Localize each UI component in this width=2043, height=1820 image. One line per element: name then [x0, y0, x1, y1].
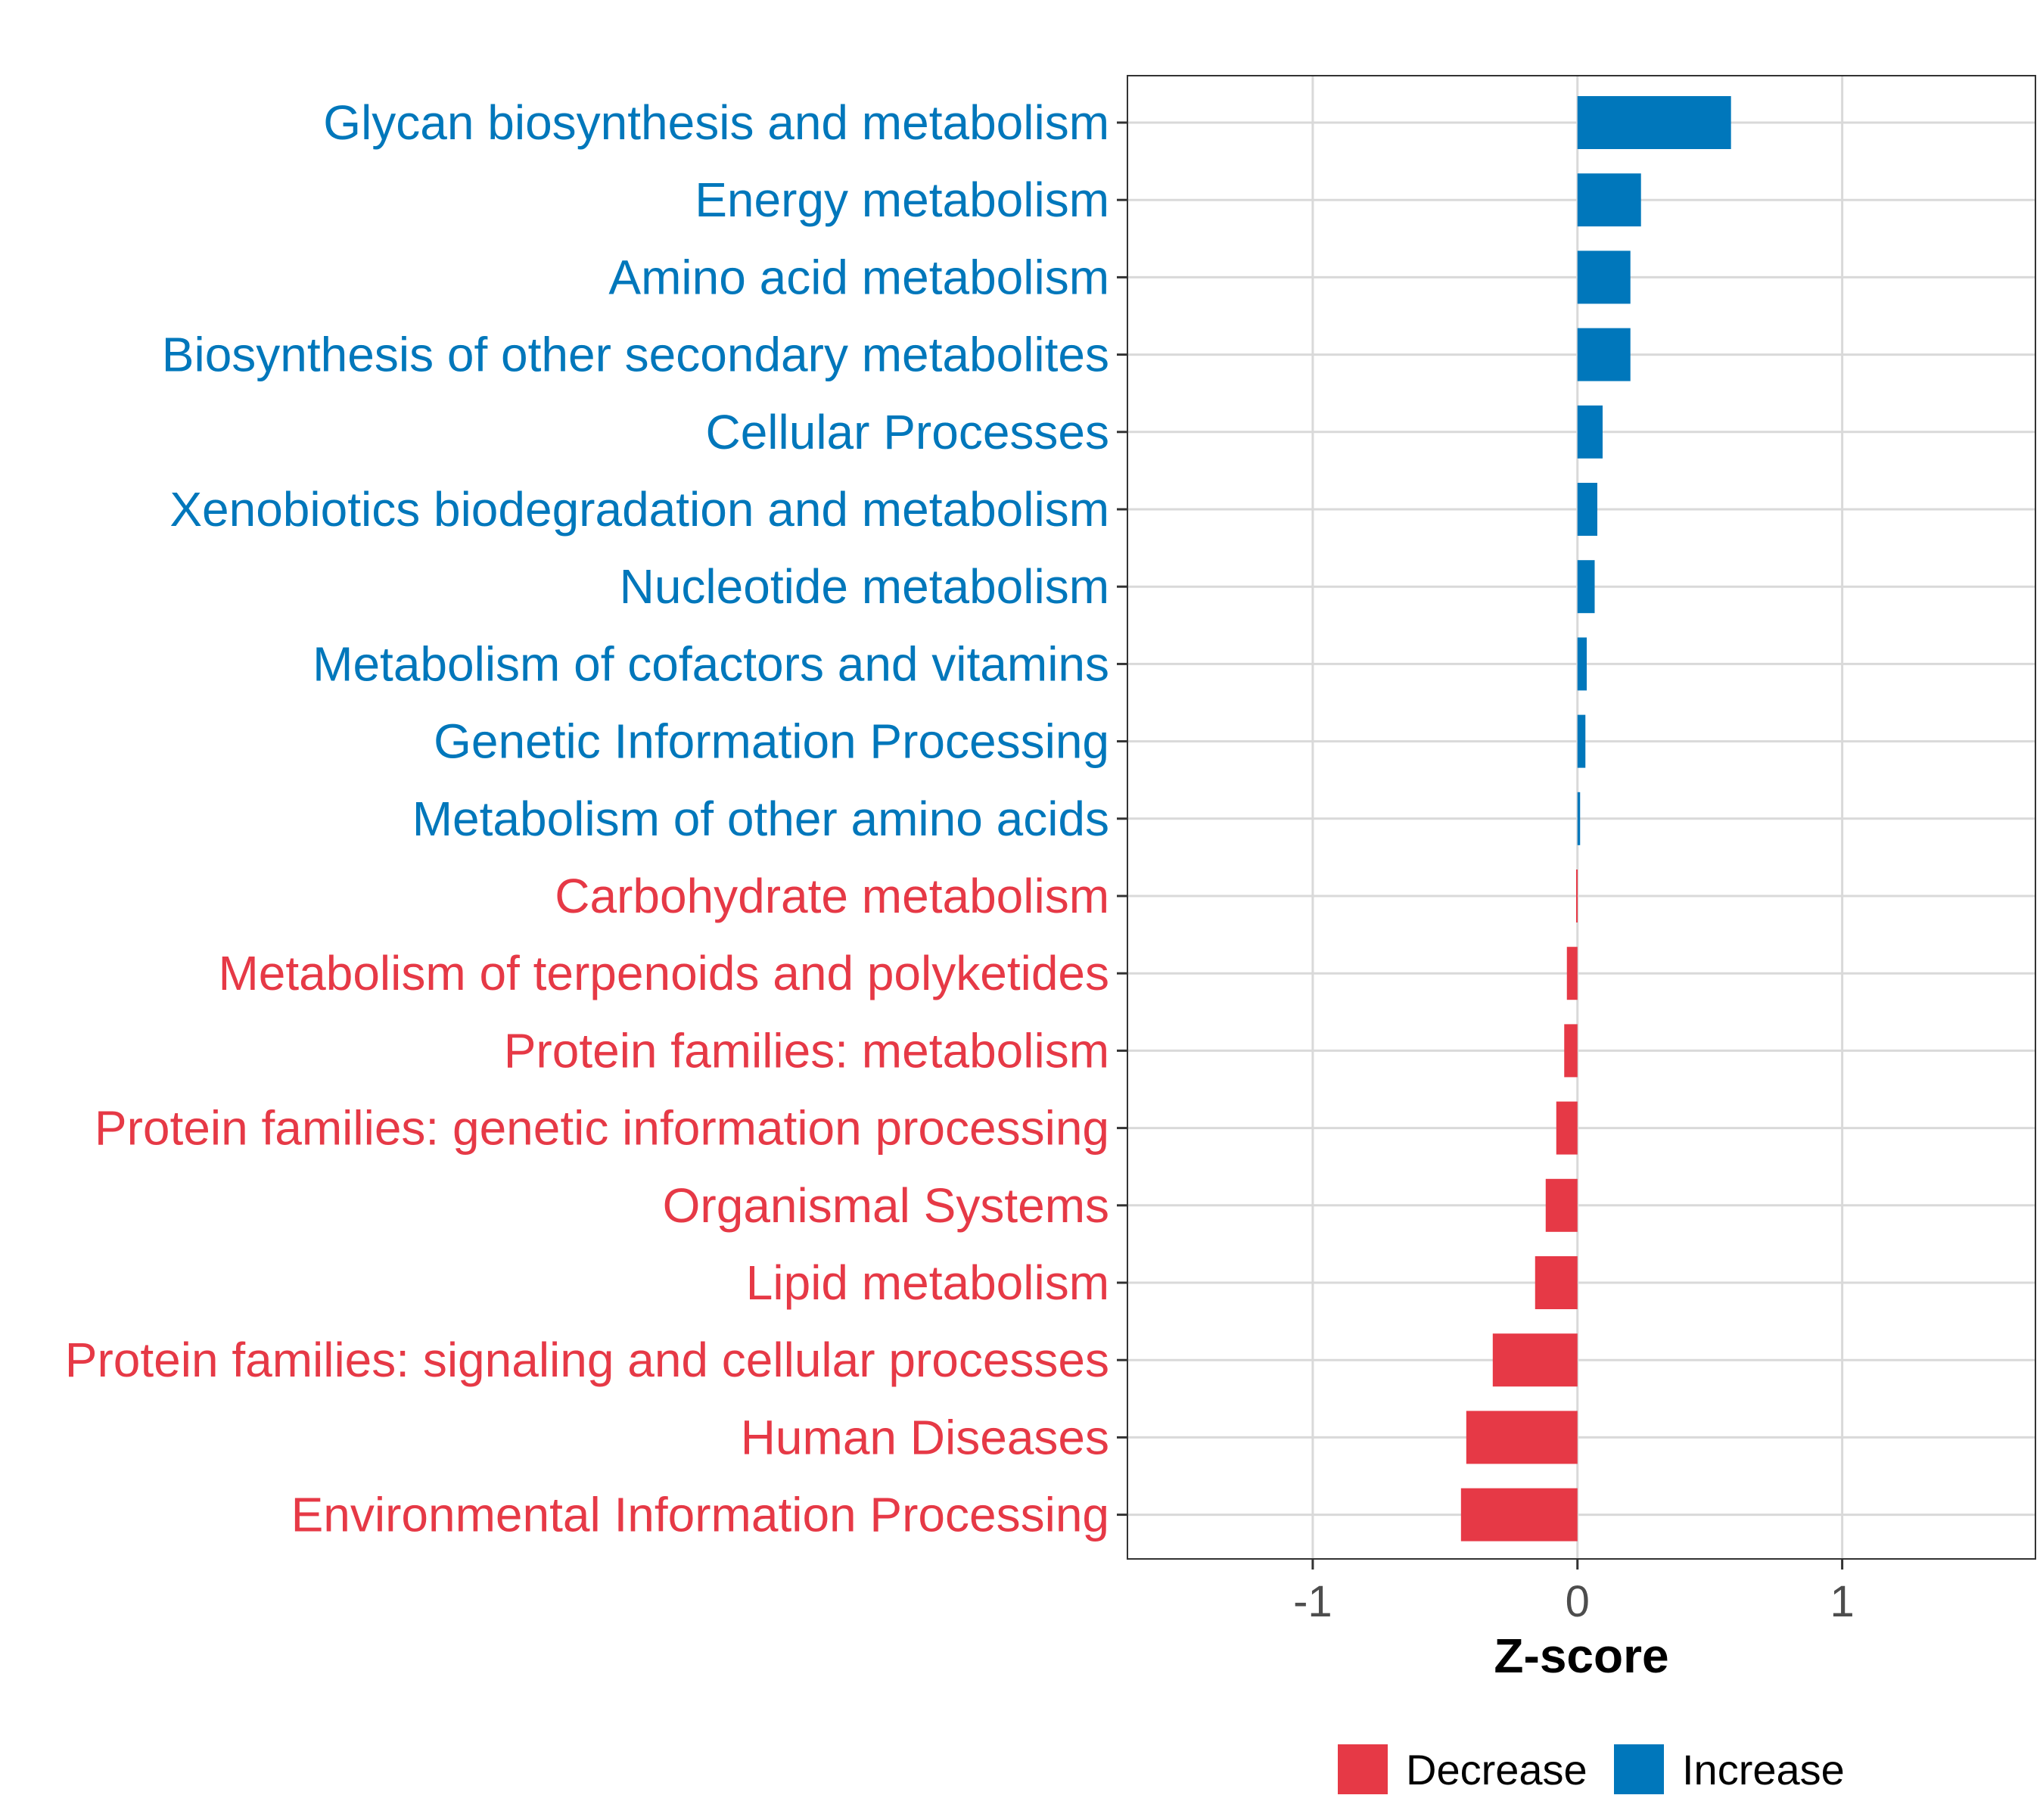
x-axis: -1 0 1 [1293, 1559, 1855, 1626]
bar [1577, 250, 1631, 304]
x-tick-label: 0 [1566, 1577, 1590, 1626]
y-tick-label: Xenobiotics biodegradation and metabolis… [169, 482, 1109, 537]
bar [1577, 96, 1731, 149]
bar [1577, 792, 1581, 845]
y-tick-label: Human Diseases [741, 1410, 1109, 1464]
bar [1460, 1488, 1578, 1542]
bar [1545, 1178, 1578, 1232]
bars [1460, 96, 1731, 1542]
y-tick-label: Protein families: metabolism [504, 1023, 1109, 1078]
bar [1577, 637, 1587, 691]
legend: Decrease Increase [1338, 1744, 1845, 1794]
legend-swatch-increase [1614, 1744, 1664, 1794]
y-tick-label: Protein families: signaling and cellular… [65, 1333, 1109, 1387]
y-tick-label: Lipid metabolism [746, 1255, 1109, 1310]
y-tick-label: Glycan biosynthesis and metabolism [323, 95, 1109, 150]
bar [1566, 947, 1578, 1000]
plot-panel-border [1127, 75, 2036, 1560]
legend-swatch-decrease [1338, 1744, 1388, 1794]
y-tick-label: Metabolism of other amino acids [412, 792, 1109, 846]
bar [1577, 328, 1631, 381]
x-tick-label: 1 [1830, 1577, 1854, 1626]
y-tick-label: Environmental Information Processing [291, 1488, 1109, 1542]
y-tick-label: Nucleotide metabolism [620, 559, 1109, 614]
bar [1576, 870, 1578, 922]
legend-label-decrease: Decrease [1406, 1746, 1587, 1794]
y-tick-label: Energy metabolism [695, 173, 1109, 227]
bar [1577, 560, 1595, 614]
y-tick-label: Metabolism of terpenoids and polyketides [218, 946, 1109, 1000]
x-tick-label: -1 [1293, 1577, 1332, 1626]
bar [1556, 1101, 1578, 1155]
legend-label-increase: Increase [1682, 1746, 1845, 1794]
y-tick-label: Biosynthesis of other secondary metaboli… [162, 328, 1109, 382]
bar [1492, 1333, 1578, 1387]
y-tick-label: Amino acid metabolism [608, 250, 1109, 304]
y-tick-label: Metabolism of cofactors and vitamins [313, 636, 1109, 691]
bar [1577, 173, 1641, 227]
bar [1577, 405, 1603, 459]
y-axis: Glycan biosynthesis and metabolism Energy… [65, 95, 1127, 1542]
y-tick-label: Organismal Systems [663, 1178, 1109, 1233]
bar [1577, 483, 1597, 536]
y-tick-label: Genetic Information Processing [434, 714, 1109, 769]
bar [1535, 1256, 1578, 1309]
y-tick-label: Protein families: genetic information pr… [95, 1101, 1109, 1156]
bar [1577, 714, 1586, 768]
y-tick-label: Carbohydrate metabolism [555, 869, 1109, 923]
bar [1466, 1411, 1578, 1464]
x-axis-title: Z-score [1494, 1629, 1668, 1683]
bar [1564, 1024, 1578, 1078]
y-tick-label: Cellular Processes [705, 405, 1109, 459]
